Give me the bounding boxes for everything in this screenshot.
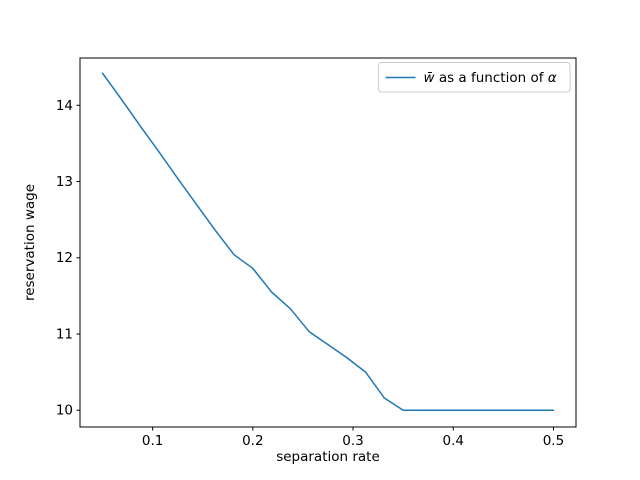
y-tick-label: 12 — [56, 250, 73, 266]
x-tick-label: 0.3 — [342, 433, 363, 449]
y-axis-label: reservation wage — [22, 184, 38, 301]
x-tick-label: 0.4 — [443, 433, 464, 449]
y-tick-label: 11 — [56, 326, 73, 342]
data-line — [101, 72, 555, 411]
x-tick-label: 0.2 — [242, 433, 263, 449]
y-tick-label: 13 — [56, 174, 73, 190]
x-tick-label: 0.5 — [543, 433, 564, 449]
legend: w̄ as a function of α — [378, 62, 571, 93]
plot-area: 0.1 0.2 0.3 0.4 0.5 10 11 12 13 14 w̄ as a functio… — [56, 57, 577, 449]
y-tick-label: 10 — [56, 403, 73, 419]
x-axis-label: separation rate — [276, 449, 380, 465]
axes-frame — [79, 57, 577, 428]
legend-box — [378, 62, 571, 93]
legend-label: w̄ as a function of α — [424, 70, 557, 86]
x-tick-label: 0.1 — [142, 433, 163, 449]
y-tick-label: 14 — [56, 98, 73, 114]
